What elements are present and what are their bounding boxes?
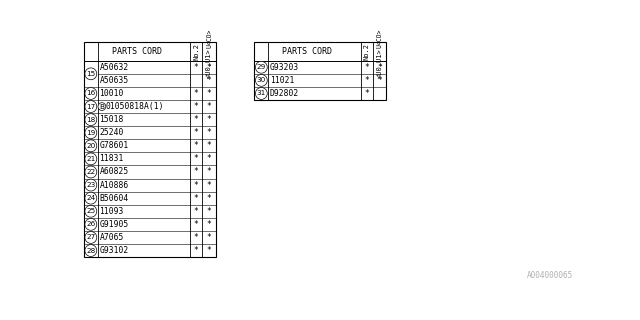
Text: *: * [207, 128, 211, 137]
Text: 18: 18 [86, 116, 95, 123]
Text: *: * [207, 63, 211, 72]
Bar [254, 42, 386, 100]
Text: *: * [377, 63, 382, 72]
Text: 22: 22 [86, 169, 95, 175]
Text: 16: 16 [86, 91, 95, 96]
Text: 28: 28 [86, 248, 95, 253]
Text: *: * [364, 89, 369, 98]
Text: PARTS CORD: PARTS CORD [112, 47, 162, 56]
Text: G93102: G93102 [99, 246, 129, 255]
Text: *: * [207, 207, 211, 216]
Text: *: * [207, 220, 211, 229]
Text: 30: 30 [257, 77, 266, 84]
Text: *: * [194, 180, 198, 189]
Text: *: * [364, 63, 369, 72]
Text: *: * [207, 180, 211, 189]
Text: *: * [194, 63, 198, 72]
Text: *: * [194, 220, 198, 229]
Text: A004000065: A004000065 [527, 271, 573, 280]
Text: 01050818A(1): 01050818A(1) [106, 102, 164, 111]
Text: G78601: G78601 [99, 141, 129, 150]
Text: *: * [207, 194, 211, 203]
Text: 23: 23 [86, 182, 95, 188]
Text: *: * [207, 155, 211, 164]
Text: *: * [194, 141, 198, 150]
Text: A10886: A10886 [99, 180, 129, 189]
Text: *: * [194, 233, 198, 242]
Text: *: * [194, 102, 198, 111]
Text: A60825: A60825 [99, 167, 129, 177]
Text: *: * [207, 246, 211, 255]
Text: *: * [194, 89, 198, 98]
Bar [84, 42, 216, 257]
Text: *: * [207, 167, 211, 177]
Text: 11831: 11831 [99, 155, 124, 164]
Text: *: * [194, 246, 198, 255]
Text: 15018: 15018 [99, 115, 124, 124]
Text: 26: 26 [86, 221, 95, 227]
Text: 11021: 11021 [270, 76, 294, 85]
Text: A50632: A50632 [99, 63, 129, 72]
Text: 24: 24 [86, 195, 95, 201]
Text: 29: 29 [257, 64, 266, 70]
Text: *: * [207, 89, 211, 98]
Text: *: * [194, 167, 198, 177]
Text: 10010: 10010 [99, 89, 124, 98]
Text: 19: 19 [86, 130, 95, 136]
Text: 17: 17 [86, 104, 95, 109]
Text: *: * [194, 194, 198, 203]
Text: *: * [377, 76, 382, 85]
Text: *: * [207, 141, 211, 150]
Text: *: * [194, 115, 198, 124]
Text: G93203: G93203 [270, 63, 299, 72]
Text: 25240: 25240 [99, 128, 124, 137]
Text: No.2: No.2 [193, 43, 199, 60]
Text: *: * [364, 76, 369, 85]
Text: <U0,U1>: <U0,U1> [376, 48, 383, 78]
Text: U<CO>: U<CO> [376, 29, 383, 48]
Text: 21: 21 [86, 156, 95, 162]
Text: *: * [207, 102, 211, 111]
Text: B: B [99, 104, 104, 109]
Text: A50635: A50635 [99, 76, 129, 85]
Text: 27: 27 [86, 235, 95, 240]
Text: G91905: G91905 [99, 220, 129, 229]
Text: B50604: B50604 [99, 194, 129, 203]
Text: 25: 25 [86, 208, 95, 214]
Text: *: * [207, 76, 211, 85]
Text: 15: 15 [86, 71, 95, 77]
Text: *: * [194, 207, 198, 216]
Text: *: * [194, 128, 198, 137]
Text: U<CO>: U<CO> [206, 29, 212, 48]
Text: *: * [207, 233, 211, 242]
Text: No.2: No.2 [364, 43, 370, 60]
Text: *: * [207, 115, 211, 124]
Text: D92802: D92802 [270, 89, 299, 98]
Text: 31: 31 [257, 91, 266, 96]
Text: PARTS CORD: PARTS CORD [282, 47, 332, 56]
Text: <U0,U1>: <U0,U1> [206, 48, 212, 78]
Text: 20: 20 [86, 143, 95, 149]
Text: A7065: A7065 [99, 233, 124, 242]
Text: 11093: 11093 [99, 207, 124, 216]
Text: *: * [194, 155, 198, 164]
